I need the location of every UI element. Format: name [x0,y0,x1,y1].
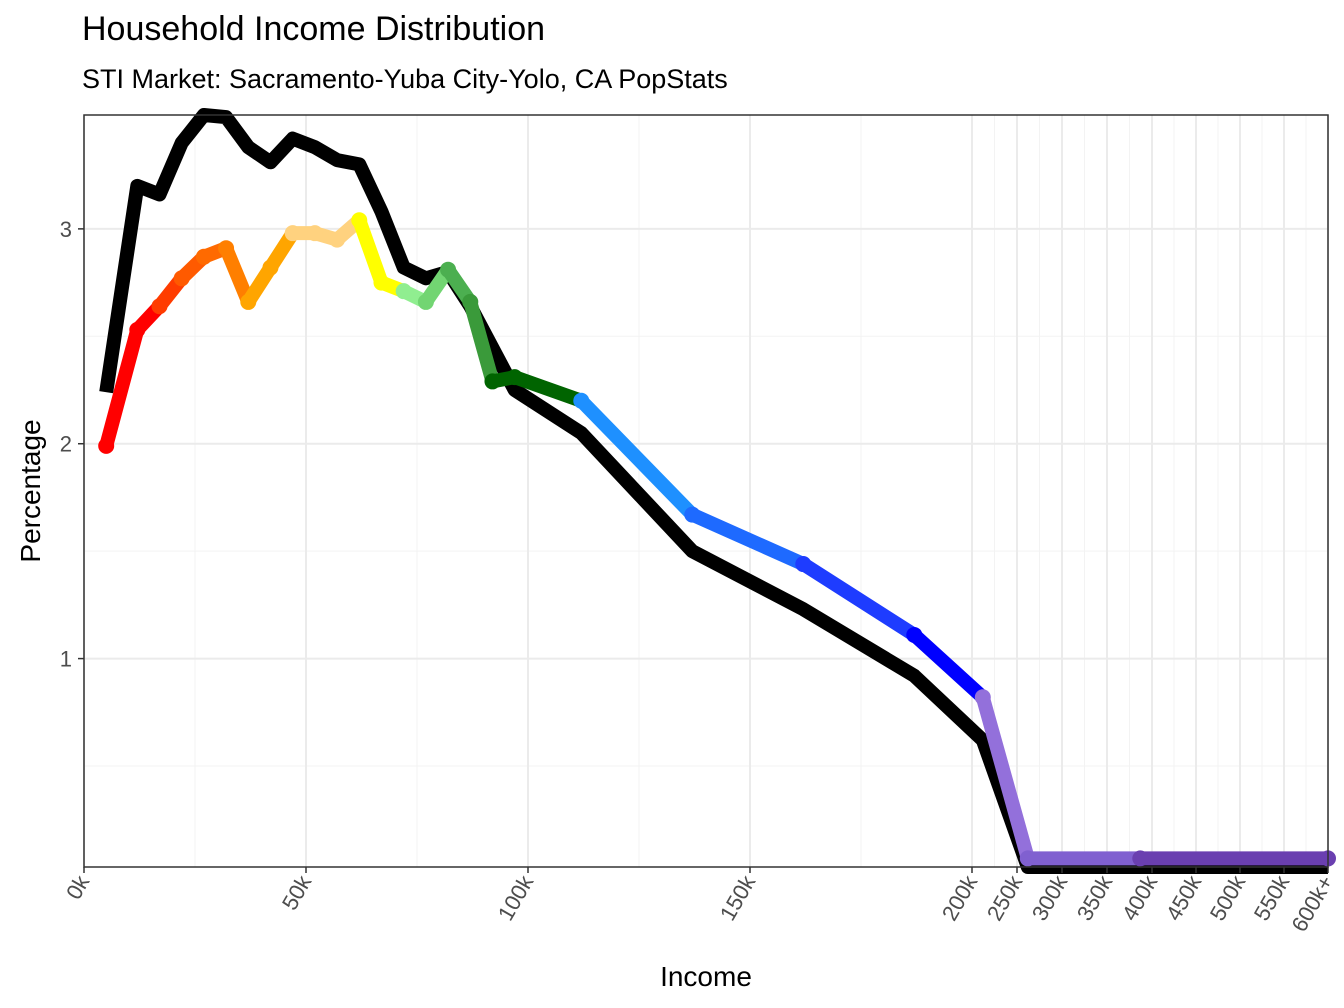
series-market-segment [975,690,1035,866]
series-market-point [373,274,390,291]
x-tick-label: 450k [1161,870,1207,925]
series-market-segment [685,507,811,572]
series-market-point [395,283,412,300]
y-tick-label: 1 [60,647,72,672]
y-tick-label: 2 [60,432,72,457]
series-market-point [98,437,115,454]
series-market-point [129,321,146,338]
series-market-point [440,261,457,278]
series-market-segment [352,213,389,290]
x-tick-label: 500k [1205,870,1251,925]
series-market-segment [574,393,700,522]
series-market-point [329,231,346,248]
series-market-point [173,270,190,287]
series-market-point [795,556,812,573]
x-tick-label: 200k [937,870,983,925]
series-market-point [906,626,923,643]
series-market-point [240,293,257,310]
series-market-point [974,689,991,706]
x-tick-label: 300k [1027,870,1073,925]
series-market-point [573,392,590,409]
x-tick-label: 100k [493,870,539,925]
x-axis-label: Income [660,961,752,992]
series-market-point [462,293,479,310]
series-market-point [484,373,501,390]
plot-panel [84,115,1328,867]
series-market-point [151,298,168,315]
series-market-segment [99,322,145,453]
series-market-point [684,506,701,523]
x-tick-label: 50k [277,870,317,914]
plot-border [83,114,1329,868]
x-tick-label: 400k [1117,870,1163,925]
series-market-point [306,225,323,242]
series-market-point [262,259,279,276]
x-tick-label: 600k+ [1286,871,1338,936]
grid-minor [84,115,1328,867]
chart-title: Household Income Distribution [82,10,546,48]
series-market-point [1019,850,1036,867]
series-market-segment [796,557,922,642]
series-market-point [351,212,368,229]
series-market-segment [907,627,990,705]
y-tick-label: 3 [60,217,72,242]
series-market-point [1132,850,1149,867]
x-tick-label: 550k [1249,870,1295,925]
x-tick-label: 250k [982,870,1028,925]
series-market-segment [219,241,256,309]
series-market-point [284,225,301,242]
series-market-segment [507,370,589,408]
x-tick-label: 350k [1072,870,1118,925]
series-market-point [218,240,235,257]
x-tick-label: 0k [61,870,95,903]
series-market-point [195,248,212,265]
x-tick-label: 150k [715,870,761,925]
series-market-point [417,293,434,310]
series-market-point [506,369,523,386]
chart-subtitle: STI Market: Sacramento-Yuba City-Yolo, C… [82,64,728,94]
series-market-segment [463,294,500,389]
y-axis-label: Percentage [15,419,46,562]
